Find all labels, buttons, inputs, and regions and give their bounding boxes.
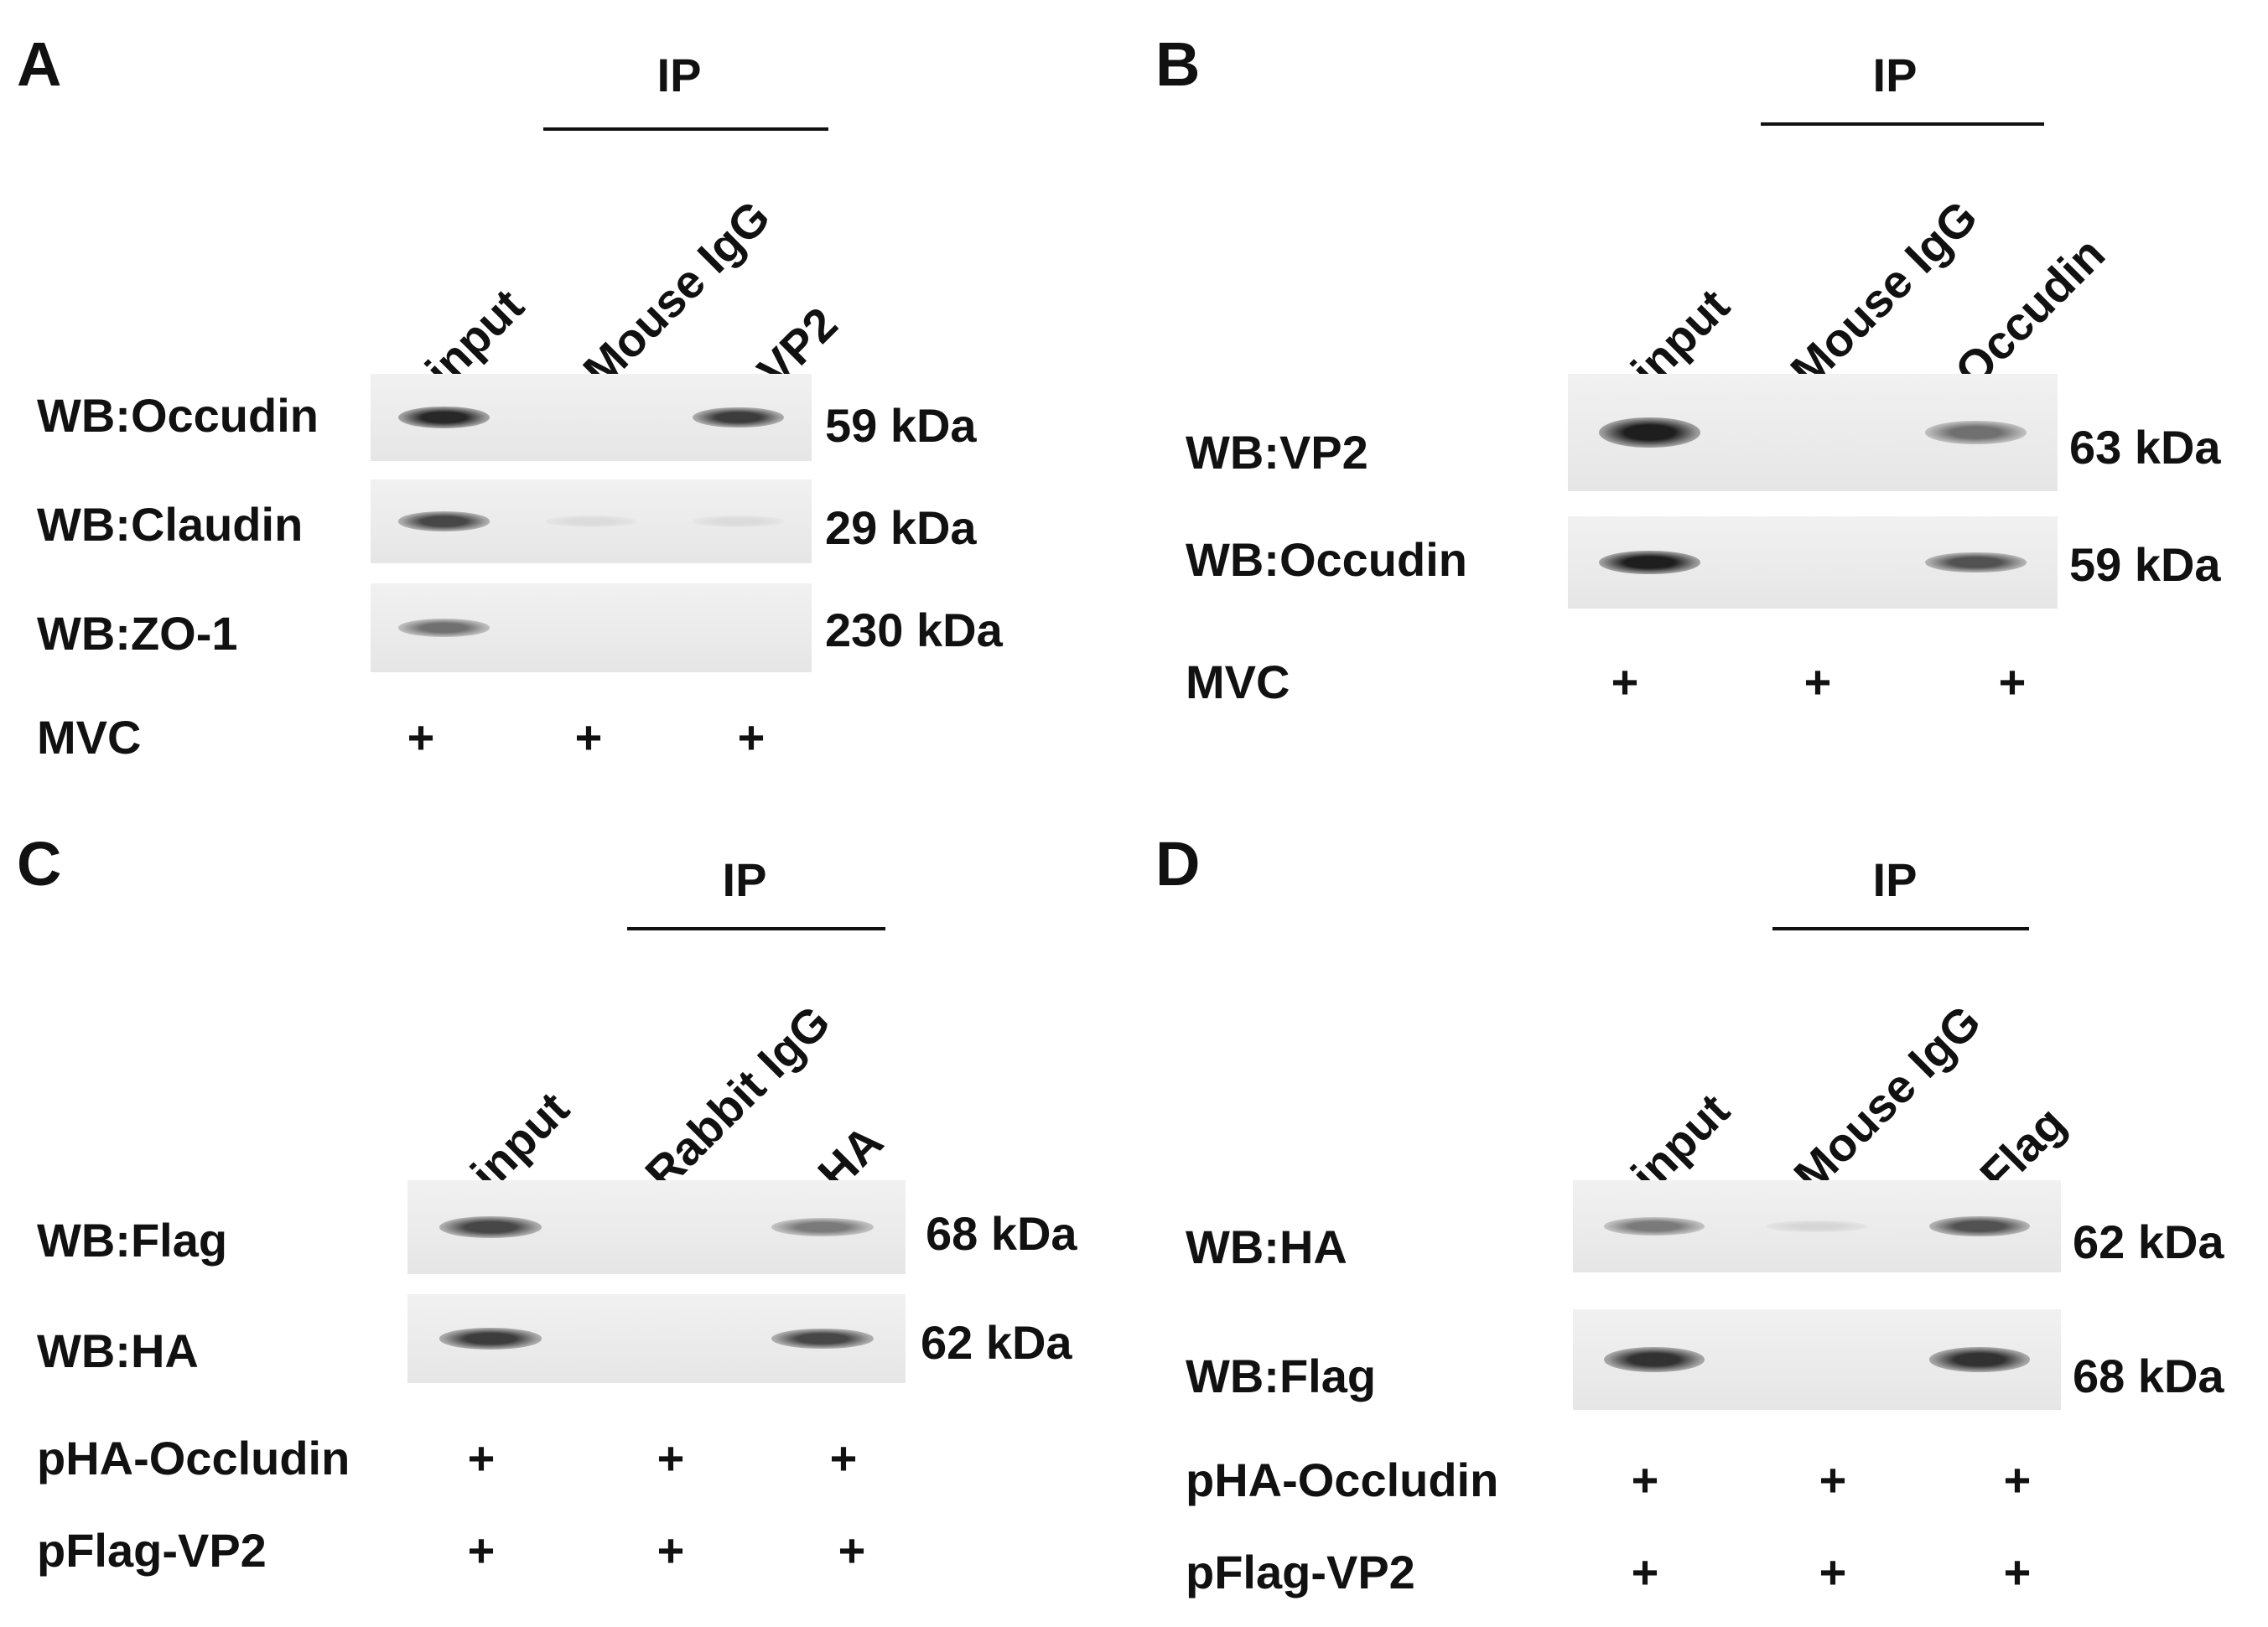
blot-strip — [1568, 374, 2058, 491]
kda-label: 62 kDa — [921, 1316, 1072, 1369]
condition-mark: + — [838, 1524, 866, 1577]
condition-mark: + — [829, 1432, 858, 1485]
panel-label: B — [1155, 29, 1201, 99]
wb-label: WB:ZO-1 — [37, 607, 238, 660]
condition-mark: + — [1611, 655, 1639, 708]
panel-label: D — [1155, 829, 1201, 899]
lane-label: Occudin — [1944, 226, 2115, 397]
kda-label: 68 kDa — [2073, 1350, 2224, 1402]
panel-d: D IP input Mouse IgG Flag WB:HA WB:Flag … — [0, 805, 2268, 1627]
panel-c: C IP input Rabbit IgG HA WB:Flag WB:HA 6… — [0, 805, 1132, 1627]
blot-band — [545, 516, 637, 527]
blot-strip — [1568, 516, 2058, 609]
condition-mark: + — [1819, 1546, 1847, 1599]
blot-band — [692, 407, 784, 428]
panel-label: C — [17, 829, 62, 899]
blot-band — [1598, 417, 1700, 448]
blot-band — [1598, 550, 1700, 575]
condition-mark: + — [2003, 1453, 2032, 1506]
condition-mark: + — [1804, 655, 1832, 708]
panel-a: A IP input Mouse IgG VP2 WB:Occudin WB:C… — [0, 0, 1132, 805]
wb-label: WB:VP2 — [1186, 426, 1368, 479]
condition-mark: + — [1631, 1453, 1659, 1506]
kda-label: 59 kDa — [825, 399, 977, 452]
ip-label: IP — [657, 49, 702, 101]
kda-label: 29 kDa — [825, 501, 977, 554]
wb-label: WB:Flag — [37, 1214, 228, 1267]
wb-label: WB:Claudin — [37, 498, 304, 551]
condition-mark: + — [467, 1524, 496, 1577]
blot-band — [771, 1328, 875, 1350]
blot-band — [1925, 420, 2027, 445]
blot-band — [1766, 1220, 1868, 1233]
condition-mark: + — [2003, 1546, 2032, 1599]
condition-label: pFlag-VP2 — [1186, 1546, 1415, 1599]
lane-label: Mouse IgG — [1783, 994, 1991, 1202]
blot-strip — [371, 374, 812, 461]
blot-band — [1925, 552, 2027, 573]
blot-strip — [371, 583, 812, 672]
blot-band — [439, 1328, 542, 1350]
blot-band — [1928, 1215, 2031, 1237]
wb-label: WB:Occudin — [1186, 533, 1467, 586]
condition-mark: + — [1998, 655, 2027, 708]
condition-label: pFlag-VP2 — [37, 1524, 267, 1577]
blot-band — [398, 406, 490, 429]
kda-label: 59 kDa — [2069, 538, 2221, 591]
blot-band — [771, 1217, 875, 1237]
condition-mark: + — [737, 711, 766, 764]
wb-label: WB:HA — [1186, 1220, 1347, 1273]
blot-band — [1603, 1347, 1705, 1372]
ip-bracket-line — [543, 127, 828, 131]
condition-mark: + — [1631, 1546, 1659, 1599]
ip-bracket-line — [1761, 122, 2044, 126]
blot-strip — [371, 479, 812, 563]
kda-label: 63 kDa — [2069, 421, 2221, 474]
condition-mark: + — [407, 711, 435, 764]
kda-label: 68 kDa — [926, 1207, 1077, 1260]
kda-label: 62 kDa — [2073, 1215, 2224, 1268]
blot-band — [1603, 1217, 1705, 1236]
ip-label: IP — [1872, 853, 1918, 906]
wb-label: WB:HA — [37, 1324, 199, 1377]
condition-mark: + — [657, 1524, 685, 1577]
blot-band — [398, 511, 490, 531]
blot-band — [439, 1216, 542, 1238]
condition-mark: + — [574, 711, 603, 764]
blot-band — [1928, 1347, 2031, 1372]
condition-mark: + — [467, 1432, 496, 1485]
condition-label: pHA-Occludin — [1186, 1453, 1499, 1506]
blot-band — [398, 619, 490, 637]
ip-bracket-line — [627, 927, 885, 930]
blot-strip — [407, 1294, 906, 1383]
panel-label: A — [17, 29, 62, 99]
kda-label: 230 kDa — [825, 604, 1003, 656]
condition-label: MVC — [1186, 655, 1290, 708]
condition-mark: + — [1819, 1453, 1847, 1506]
ip-bracket-line — [1772, 927, 2029, 930]
blot-strip — [1573, 1180, 2061, 1272]
condition-label: pHA-Occludin — [37, 1432, 350, 1485]
blot-strip — [1573, 1309, 2061, 1410]
wb-label: WB:Flag — [1186, 1350, 1377, 1402]
condition-mark: + — [657, 1432, 685, 1485]
blot-strip — [407, 1180, 906, 1274]
blot-band — [692, 516, 784, 527]
ip-label: IP — [1872, 49, 1918, 101]
wb-label: WB:Occudin — [37, 389, 319, 442]
ip-label: IP — [722, 853, 767, 906]
panel-b: B IP input Mouse IgG Occudin WB:VP2 WB:O… — [0, 0, 2268, 805]
condition-label: MVC — [37, 711, 142, 764]
